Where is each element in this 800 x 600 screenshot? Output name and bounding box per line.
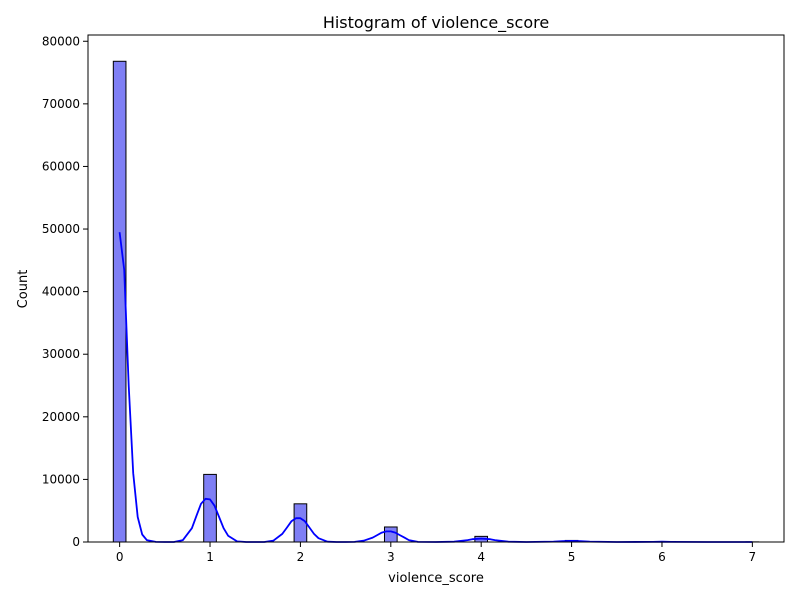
y-axis-label: Count (16, 270, 31, 309)
y-tick-label: 70000 (42, 97, 80, 111)
y-tick-label: 10000 (42, 472, 80, 486)
y-tick-label: 30000 (42, 347, 80, 361)
y-tick-label: 0 (72, 535, 80, 549)
y-tick-label: 60000 (42, 159, 80, 173)
x-tick-label: 2 (297, 550, 305, 564)
x-tick-label: 4 (477, 550, 485, 564)
histogram-bar (112, 60, 127, 543)
x-tick-label: 1 (206, 550, 214, 564)
x-tick-label: 6 (658, 550, 666, 564)
y-tick-label: 40000 (42, 285, 80, 299)
x-tick-label: 0 (116, 550, 124, 564)
histogram-bar (203, 473, 217, 543)
histogram-bar (293, 503, 308, 543)
plot-frame (87, 34, 785, 543)
y-axis-ticks: 0 10000 20000 30000 40000 50000 60000 70000 8000… (42, 34, 88, 549)
chart-title: Histogram of violence_score (323, 13, 549, 33)
histogram-bar (383, 526, 398, 543)
x-axis-label: violence_score (388, 571, 484, 586)
y-tick-label: 50000 (42, 222, 80, 236)
y-tick-label: 80000 (42, 34, 80, 48)
x-tick-label: 3 (387, 550, 395, 564)
x-tick-label: 7 (749, 550, 757, 564)
x-tick-label: 5 (568, 550, 576, 564)
y-tick-label: 20000 (42, 410, 80, 424)
x-axis-ticks: 0 1 2 3 4 5 6 7 (116, 542, 756, 564)
